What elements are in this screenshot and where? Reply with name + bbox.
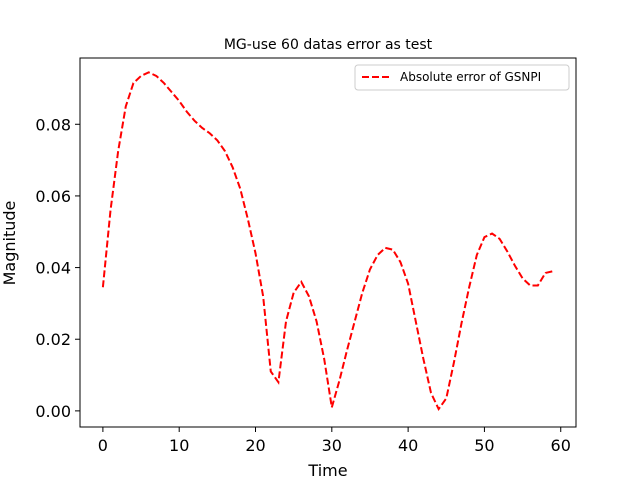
x-tick-label: 60: [551, 436, 571, 455]
x-axis-ticks: 0 10 20 30 40 50 60: [98, 427, 571, 455]
x-tick-label: 50: [474, 436, 494, 455]
chart-title: MG-use 60 datas error as test: [224, 37, 433, 53]
legend-box: [354, 64, 570, 91]
y-tick-label: 0.00: [35, 402, 71, 421]
x-tick-label: 10: [169, 436, 189, 455]
plot-frame: [79, 57, 577, 428]
legend-label-gsnpi: Absolute error of GSNPI: [400, 70, 541, 84]
legend: Absolute error of GSNPI: [354, 64, 570, 91]
x-axis-label: Time: [307, 461, 347, 480]
y-axis-label: Magnitude: [0, 201, 19, 286]
y-tick-label: 0.04: [35, 259, 71, 278]
y-tick-label: 0.06: [35, 187, 71, 206]
series-line-gsnpi: [101, 71, 554, 412]
y-axis-ticks: 0.00 0.02 0.04 0.06 0.08: [35, 115, 80, 421]
x-tick-label: 0: [98, 436, 108, 455]
x-tick-label: 20: [245, 436, 265, 455]
x-tick-label: 40: [398, 436, 418, 455]
x-tick-label: 30: [322, 436, 342, 455]
y-tick-label: 0.08: [35, 115, 71, 134]
y-tick-label: 0.02: [35, 330, 71, 349]
plot-area: [79, 57, 577, 428]
